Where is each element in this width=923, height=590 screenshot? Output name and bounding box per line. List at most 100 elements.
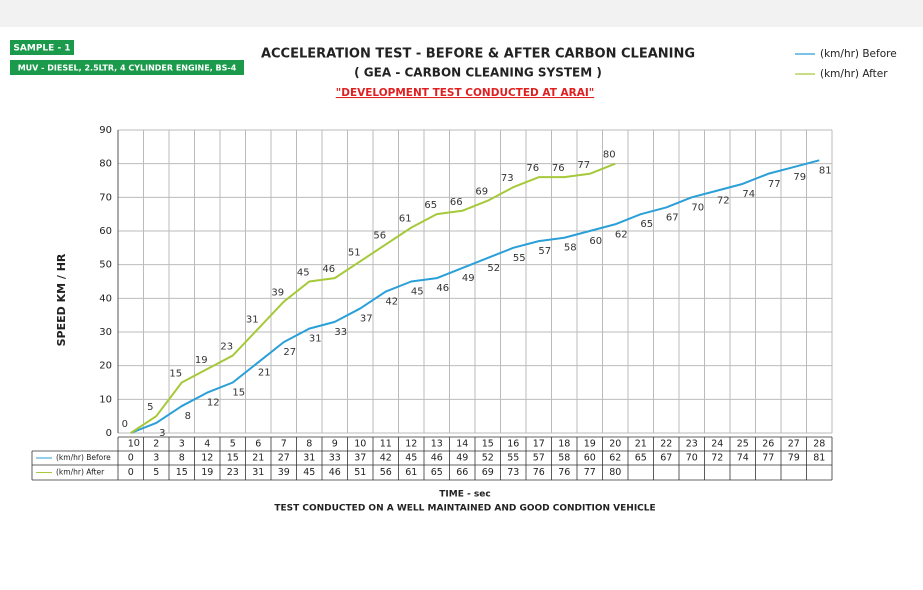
chart-title: ACCELERATION TEST - BEFORE & AFTER CARBO… (261, 47, 695, 62)
y-axis-label: SPEED KM / HR (55, 253, 68, 346)
table-cell: 15 (227, 453, 239, 464)
data-label: 51 (348, 247, 361, 258)
x-tick-label: 1 (128, 439, 134, 450)
x-tick-label: 14 (456, 439, 468, 450)
table-cell: 52 (482, 453, 494, 464)
data-label: 67 (666, 212, 679, 223)
data-label: 0 (122, 419, 128, 430)
x-tick-label: 5 (230, 439, 236, 450)
y-tick-label: 50 (99, 260, 112, 271)
data-label: 45 (297, 268, 310, 279)
legend-label: (km/hr) Before (820, 48, 897, 60)
table-cell: 42 (380, 453, 392, 464)
data-label: 65 (424, 200, 437, 211)
data-label: 62 (615, 229, 628, 240)
x-tick-label: 19 (584, 439, 596, 450)
x-tick-label: 9 (332, 439, 338, 450)
table-cell: 31 (252, 467, 264, 478)
x-tick-label: 11 (380, 439, 392, 450)
x-tick-label: 20 (609, 439, 621, 450)
table-cell: 3 (153, 453, 159, 464)
table-cell: 76 (558, 467, 570, 478)
y-tick-label: 30 (99, 327, 112, 338)
data-label: 46 (322, 264, 335, 275)
table-cell: 80 (609, 467, 621, 478)
table-cell: 81 (813, 453, 825, 464)
data-label: 52 (487, 263, 500, 274)
table-cell: 15 (176, 467, 188, 478)
table-cell: 23 (227, 467, 239, 478)
data-label: 80 (603, 150, 616, 161)
table-cell: 46 (329, 467, 341, 478)
table-cell: 19 (201, 467, 213, 478)
y-tick-label: 40 (99, 293, 112, 304)
table-row-label: (km/hr) After (56, 468, 105, 477)
table-cell: 66 (456, 467, 468, 478)
data-label: 15 (232, 388, 245, 399)
table-cell: 0 (128, 467, 134, 478)
badge (10, 60, 244, 75)
badge-text: MUV - DIESEL, 2.5LTR, 4 CYLINDER ENGINE,… (18, 64, 237, 73)
x-tick-label: 10 (354, 439, 366, 450)
data-label: 60 (589, 236, 602, 247)
data-label: 76 (526, 163, 539, 174)
top-band (0, 0, 923, 27)
data-label: 49 (462, 273, 475, 284)
x-tick-label: 15 (482, 439, 494, 450)
data-label: 46 (436, 283, 449, 294)
x-tick-label: 6 (255, 439, 261, 450)
x-tick-label: 8 (306, 439, 312, 450)
y-tick-label: 20 (99, 361, 112, 372)
data-label: 70 (691, 202, 704, 213)
x-tick-label: 3 (179, 439, 185, 450)
x-tick-label: 21 (635, 439, 647, 450)
table-cell: 45 (405, 453, 417, 464)
table-cell: 12 (201, 453, 213, 464)
table-cell: 5 (153, 467, 159, 478)
data-label: 65 (640, 219, 653, 230)
data-label: 81 (819, 165, 832, 176)
table-cell: 57 (533, 453, 545, 464)
data-label: 55 (513, 253, 526, 264)
table-cell: 51 (354, 467, 366, 478)
legend-label: (km/hr) After (820, 68, 888, 80)
data-label: 37 (360, 313, 373, 324)
data-label: 8 (185, 411, 191, 422)
x-tick-label: 16 (507, 439, 519, 450)
x-tick-label: 13 (431, 439, 443, 450)
data-label: 74 (742, 189, 755, 200)
chart-subtitle: ( GEA - CARBON CLEANING SYSTEM ) (354, 66, 602, 80)
data-label: 42 (385, 297, 398, 308)
x-tick-label: 28 (813, 439, 825, 450)
table-cell: 79 (788, 453, 800, 464)
table-cell: 58 (558, 453, 570, 464)
data-label: 56 (373, 230, 386, 241)
x-tick-label: 23 (686, 439, 698, 450)
data-label: 77 (768, 179, 781, 190)
data-label: 31 (246, 315, 259, 326)
table-cell: 65 (431, 467, 443, 478)
data-label: 79 (793, 172, 806, 183)
y-tick-label: 70 (99, 192, 112, 203)
table-cell: 0 (128, 453, 134, 464)
data-label: 45 (411, 287, 424, 298)
x-tick-label: 27 (788, 439, 800, 450)
table-cell: 56 (380, 467, 392, 478)
annotation: "DEVELOPMENT TEST CONDUCTED AT ARAI" (336, 87, 594, 99)
y-tick-label: 0 (106, 428, 112, 439)
table-cell: 46 (431, 453, 443, 464)
table-cell: 49 (456, 453, 468, 464)
data-label: 66 (450, 197, 463, 208)
x-tick-label: 24 (711, 439, 723, 450)
y-tick-label: 60 (99, 226, 112, 237)
data-label: 12 (207, 398, 220, 409)
table-cell: 61 (405, 467, 417, 478)
y-tick-label: 10 (99, 394, 112, 405)
data-label: 69 (475, 187, 488, 198)
table-cell: 67 (660, 453, 672, 464)
y-tick-label: 90 (99, 125, 112, 136)
table-cell: 62 (609, 453, 621, 464)
x-tick-label: 25 (737, 439, 749, 450)
data-label: 72 (717, 196, 730, 207)
data-label: 27 (283, 347, 296, 358)
